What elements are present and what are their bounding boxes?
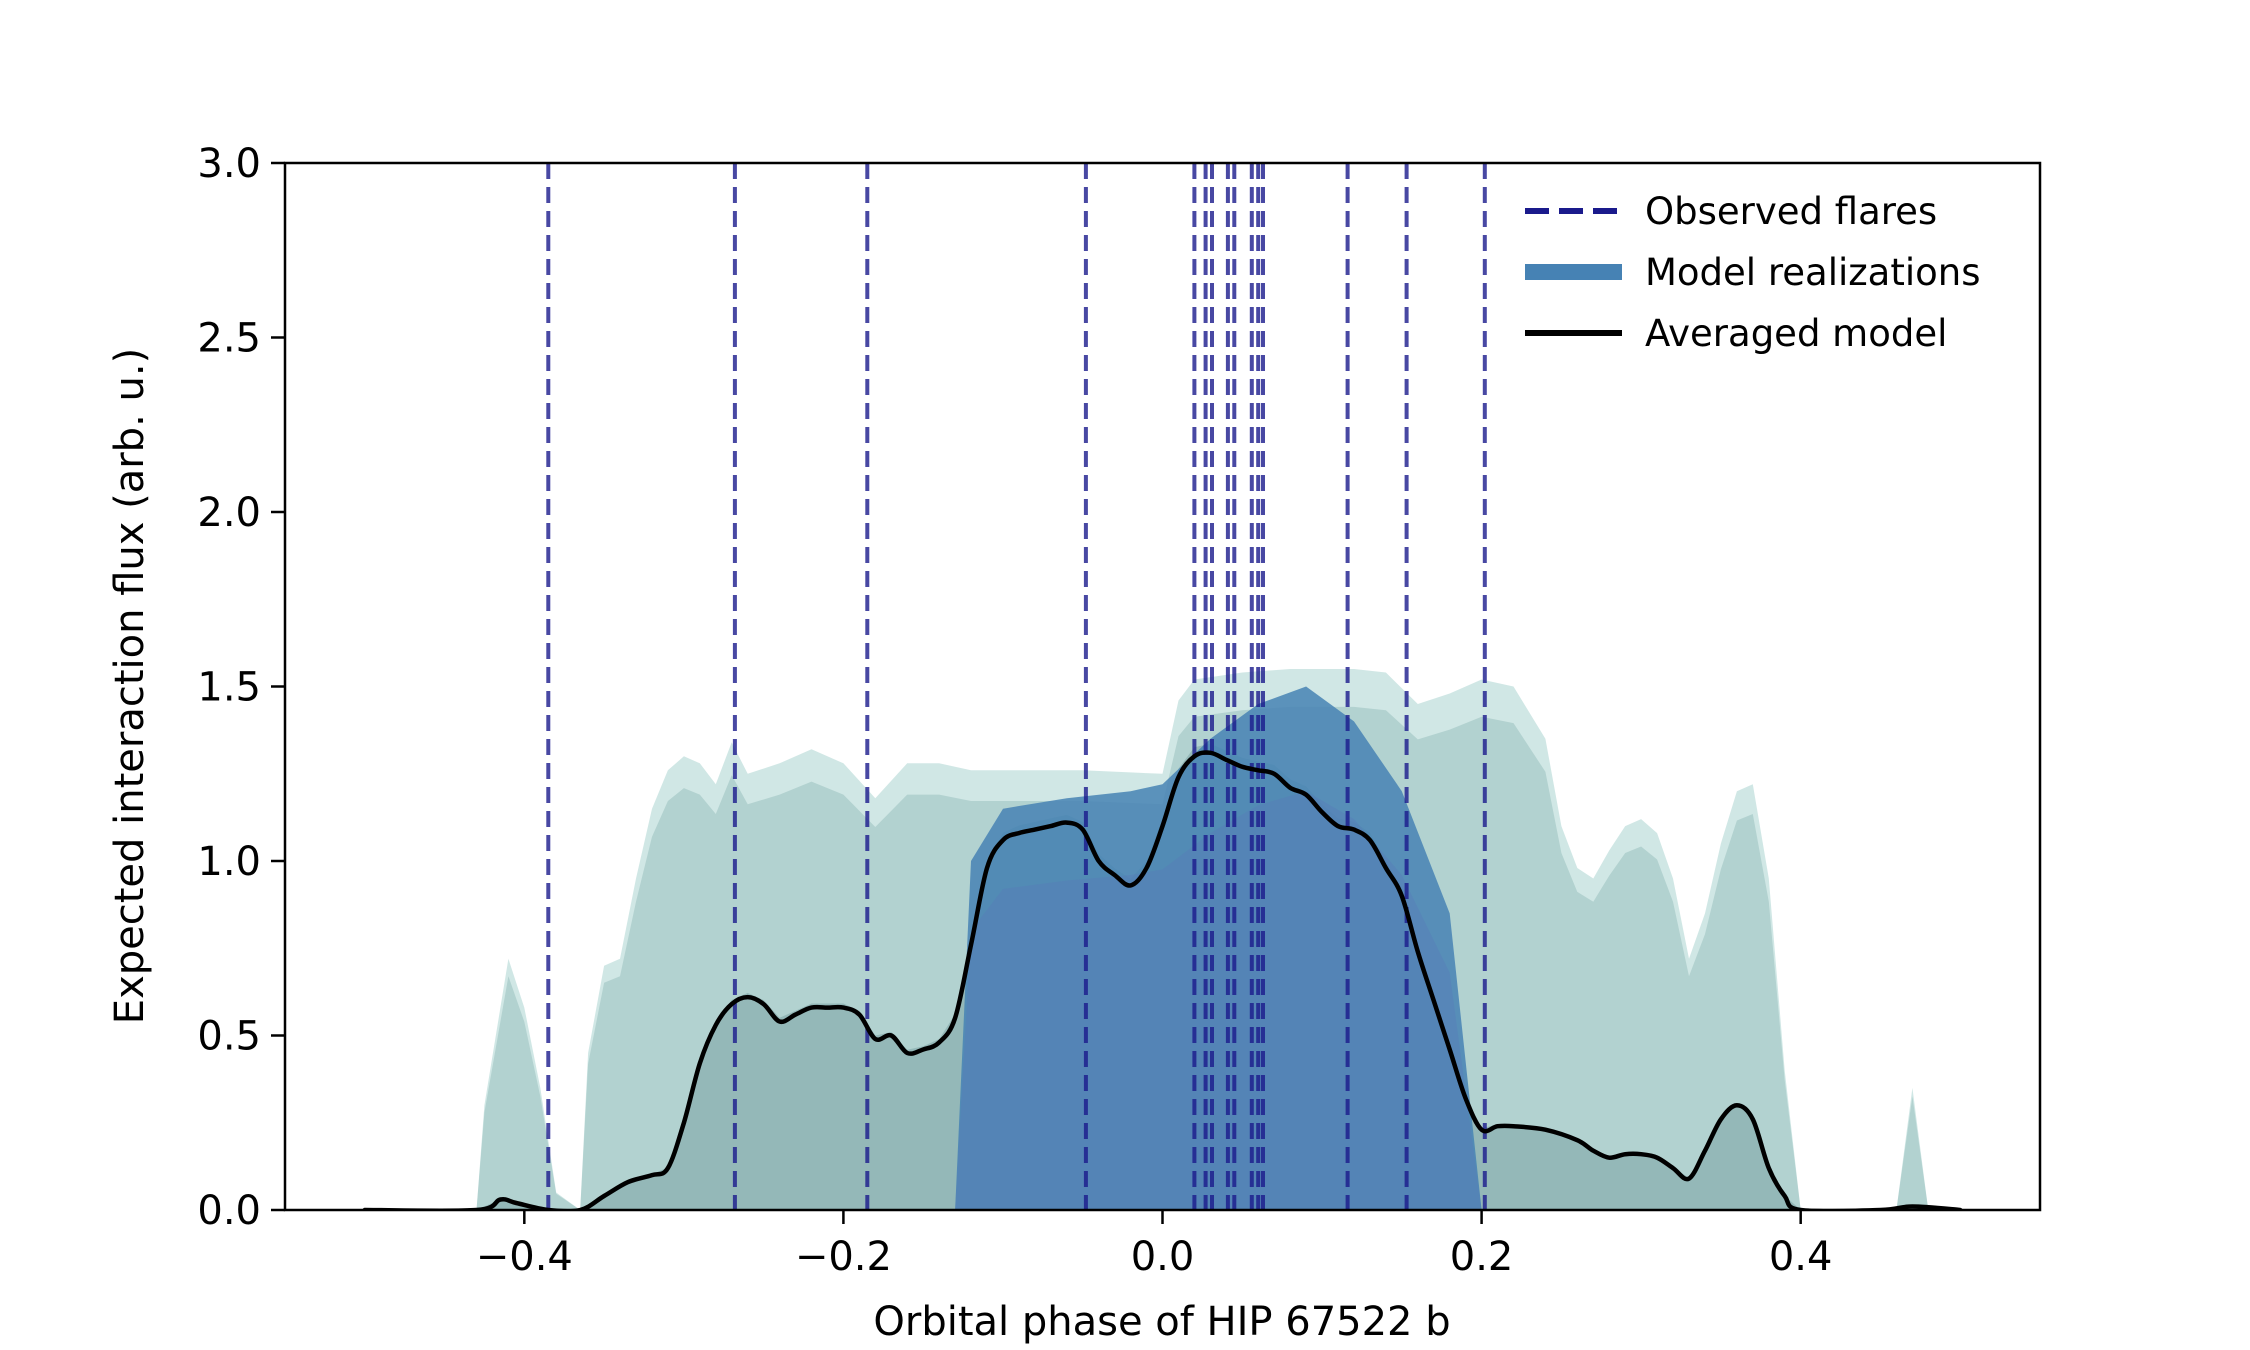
- model-realizations: [364, 669, 1961, 1210]
- x-axis: −0.4 −0.2 0.0 0.2 0.4: [476, 1210, 1833, 1280]
- x-tick-label: −0.4: [476, 1234, 573, 1280]
- y-tick-label: 2.5: [197, 316, 261, 362]
- observed-flares: [546, 163, 1487, 1210]
- y-axis: 0.0 0.5 1.0 1.5 2.0 2.5 3.0: [197, 141, 285, 1234]
- legend-label-averaged-model: Averaged model: [1645, 312, 1947, 355]
- x-tick-label: 0.0: [1131, 1234, 1195, 1280]
- y-tick-label: 1.5: [197, 665, 261, 711]
- y-tick-label: 1.0: [197, 839, 261, 885]
- plot-area: [362, 163, 1963, 1210]
- legend-label-observed-flares: Observed flares: [1645, 190, 1937, 233]
- averaged-model: [362, 750, 1963, 1210]
- y-tick-label: 0.0: [197, 1188, 261, 1234]
- x-tick-label: 0.2: [1450, 1234, 1514, 1280]
- y-tick-label: 3.0: [197, 141, 261, 187]
- x-tick-label: −0.2: [795, 1234, 892, 1280]
- legend: Observed flares Model realizations Avera…: [1525, 190, 1981, 355]
- y-axis-label: Expected interaction flux (arb. u.): [107, 348, 153, 1024]
- averaged-model-line: [362, 750, 1963, 1210]
- x-tick-label: 0.4: [1769, 1234, 1833, 1280]
- x-axis-label: Orbital phase of HIP 67522 b: [873, 1299, 1450, 1345]
- y-tick-label: 2.0: [197, 490, 261, 536]
- legend-label-model-realizations: Model realizations: [1645, 251, 1981, 294]
- y-tick-label: 0.5: [197, 1014, 261, 1060]
